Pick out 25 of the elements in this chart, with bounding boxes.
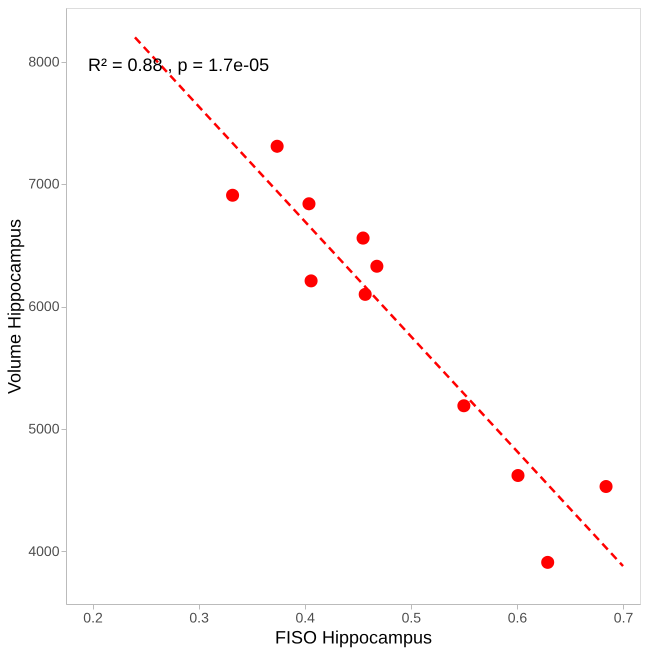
x-tick-label: 0.4 [295,610,316,626]
x-tick-label: 0.3 [189,610,210,626]
x-axis-title: FISO Hippocampus [274,628,432,648]
y-tick-label: 5000 [28,420,60,436]
y-axis-title: Volume Hippocampus [4,218,24,394]
x-tick-label: 0.2 [83,610,103,626]
x-tick-label: 0.7 [614,610,634,626]
point [302,197,316,210]
point [600,480,613,494]
annotation: R² = 0.88 , p = 1.7e-05 [88,55,270,75]
point [270,140,284,153]
point [304,274,318,288]
y-tick-label: 8000 [28,53,60,70]
point [356,232,370,245]
point [541,556,554,569]
point [457,399,470,412]
point [511,468,525,482]
y-tick-label: 4000 [28,542,60,559]
point [370,260,384,273]
y-tick-label: 6000 [28,298,60,314]
x-tick-label: 0.5 [402,610,422,626]
x-tick-label: 0.6 [508,610,528,626]
point [358,288,372,301]
y-tick-label: 7000 [28,176,60,192]
point [226,188,240,202]
